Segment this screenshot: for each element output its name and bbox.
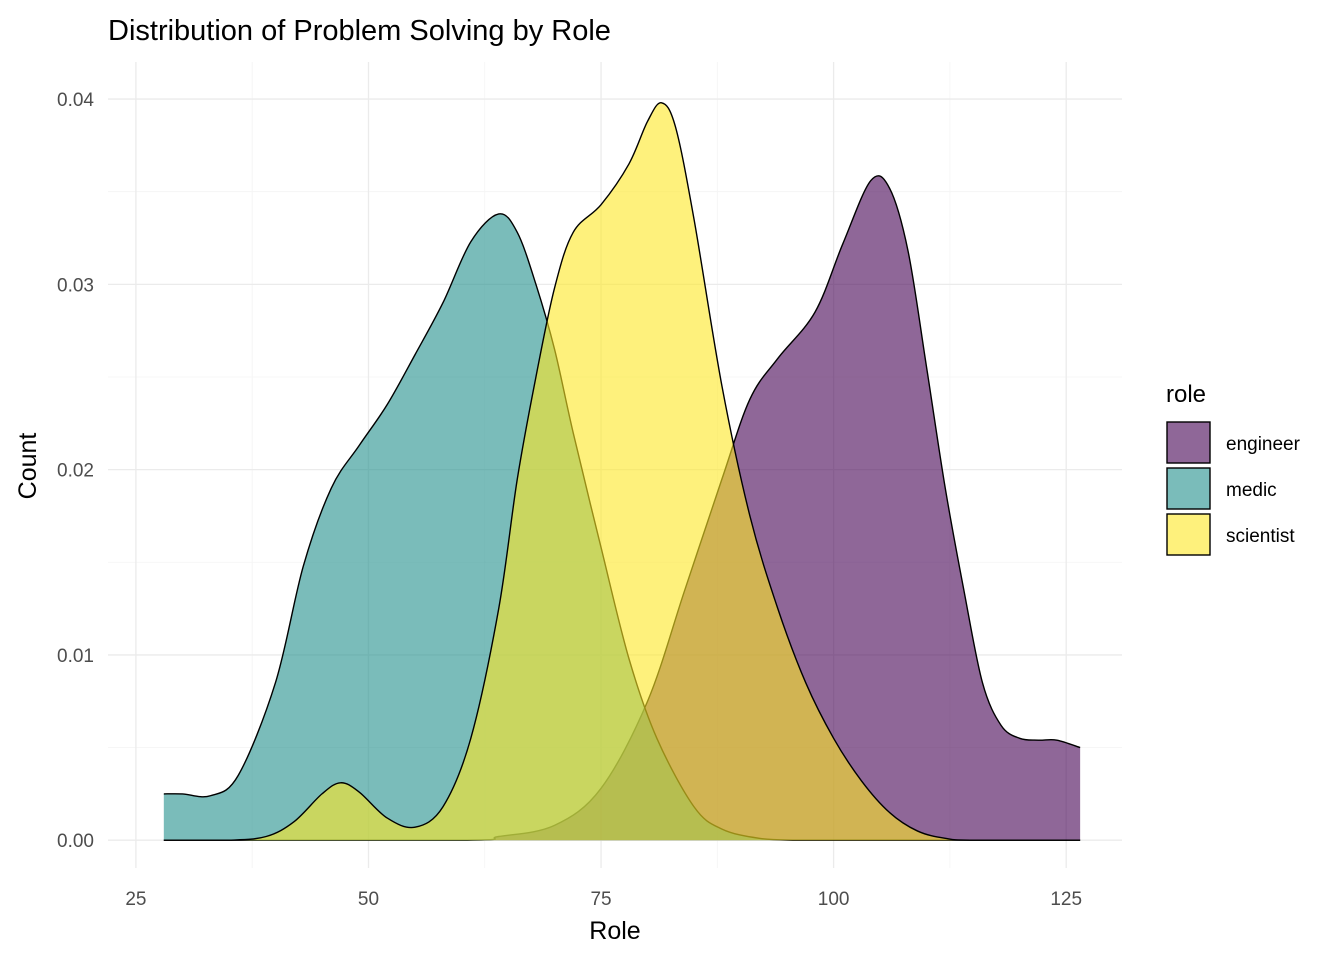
x-axis-title: Role xyxy=(589,917,640,945)
density-areas xyxy=(163,102,1081,841)
y-tick-label: 0.00 xyxy=(57,831,94,852)
legend-label-scientist: scientist xyxy=(1226,526,1295,547)
x-tick-label: 100 xyxy=(818,889,850,910)
legend-label-engineer: engineer xyxy=(1226,434,1301,455)
y-tick-label: 0.02 xyxy=(57,461,94,482)
x-tick-label: 25 xyxy=(125,889,146,910)
legend-key-scientist xyxy=(1166,513,1211,556)
y-tick-label: 0.03 xyxy=(57,275,94,296)
legend-key-engineer xyxy=(1166,421,1211,464)
legend: role engineer medic scientist xyxy=(1166,381,1301,556)
y-axis-ticks: 0.00 0.01 0.02 0.03 0.04 xyxy=(57,90,94,852)
legend-label-medic: medic xyxy=(1226,480,1277,501)
y-axis-title: Count xyxy=(14,433,42,500)
density-area-scientist xyxy=(163,102,1081,841)
y-tick-label: 0.01 xyxy=(57,646,94,667)
chart-title: Distribution of Problem Solving by Role xyxy=(108,15,611,47)
y-tick-label: 0.04 xyxy=(57,90,94,111)
legend-title: role xyxy=(1166,381,1206,408)
density-area-engineer xyxy=(163,175,1081,841)
density-outline-scientist xyxy=(163,102,1081,841)
legend-key-medic xyxy=(1166,467,1211,510)
x-tick-label: 125 xyxy=(1050,889,1082,910)
density-area-medic xyxy=(163,213,1081,841)
x-tick-label: 75 xyxy=(590,889,611,910)
x-axis-ticks: 25 50 75 100 125 xyxy=(125,889,1082,910)
x-tick-label: 50 xyxy=(358,889,379,910)
